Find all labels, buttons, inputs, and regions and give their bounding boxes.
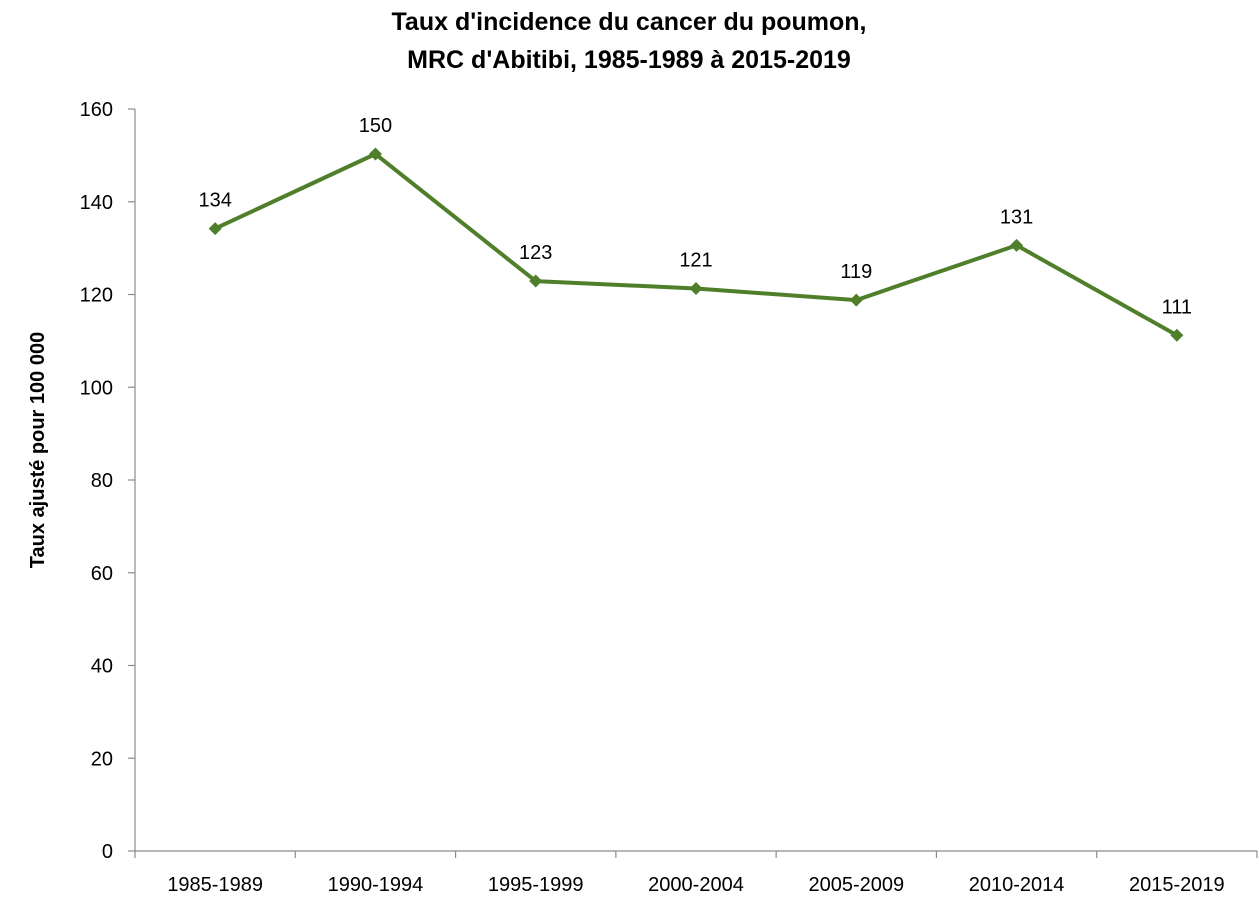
data-label: 134 [198,190,231,212]
series-line [213,152,1179,338]
y-tick-label: 140 [80,192,113,214]
data-point-marker [689,281,703,295]
x-tick-label: 1990-1994 [328,874,424,896]
y-tick-label: 60 [91,563,113,585]
y-tick-label: 0 [102,841,113,863]
data-point-marker [1170,328,1184,342]
x-tick-label: 2000-2004 [648,874,744,896]
axes: 0 20 40 60 80 100 120 140 160 1985-1989 1990-1994 1… [80,99,1258,896]
y-tick-label: 80 [91,470,113,492]
data-point-marker [849,293,863,307]
chart-title-line-1: Taux d'incidence du cancer du poumon, [392,8,867,36]
data-point-marker [1010,238,1024,252]
data-point-marker [368,147,382,161]
y-axis-title: Taux ajusté pour 100 000 [27,332,49,568]
x-tick-label: 2005-2009 [808,874,904,896]
y-tick-label: 120 [80,285,113,307]
y-tick-label: 20 [91,748,113,770]
y-tick-label: 40 [91,656,113,678]
x-tick-label: 1995-1999 [488,874,584,896]
data-label: 121 [679,249,712,271]
x-tick-label: 2010-2014 [969,874,1065,896]
data-label: 119 [840,261,872,283]
data-point-marker [529,274,543,288]
x-tick-label: 2015-2019 [1129,874,1225,896]
data-label: 150 [359,115,392,137]
x-tick-label: 1985-1989 [167,874,263,896]
data-label: 111 [1162,296,1192,318]
data-label: 123 [519,242,552,264]
labels-layer: 134 150 123 121 119 131 111 [198,115,1192,318]
series-layer [208,147,1184,342]
y-tick-label: 160 [80,99,113,121]
y-tick-label: 100 [80,377,113,399]
chart-title-line-2: MRC d'Abitibi, 1985-1989 à 2015-2019 [407,46,851,74]
data-label: 131 [1000,206,1033,228]
data-point-marker [208,222,222,236]
